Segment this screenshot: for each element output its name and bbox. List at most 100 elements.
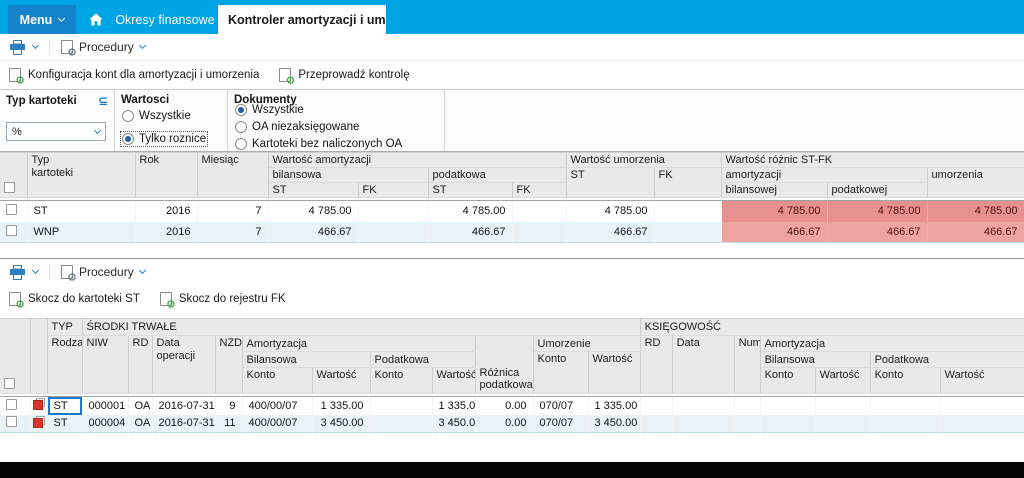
row-checkbox[interactable] <box>6 225 17 236</box>
cell-niw[interactable]: 000004 <box>82 415 128 433</box>
cell-amort-bil-fk[interactable] <box>358 201 428 222</box>
procedury-button[interactable]: Procedury <box>61 265 145 279</box>
radio-wartosci-wszystkie[interactable]: Wszystkie <box>122 110 191 122</box>
cell-amort-pod-st[interactable]: 466.67 <box>428 222 512 243</box>
cell-roznica-podatkowa[interactable]: 0.00 <box>475 397 533 415</box>
table-row[interactable]: WNP 2016 7 466.67 466.67 466.67 466.67 4… <box>0 222 1024 243</box>
cell-ks-ab-konto[interactable] <box>760 397 815 415</box>
procedures-icon <box>61 40 73 54</box>
cell-rd[interactable]: OA <box>128 397 152 415</box>
cell-umorz-fk[interactable] <box>654 222 721 243</box>
cell-amort-bil-fk[interactable] <box>358 222 428 243</box>
cell-ks-data[interactable] <box>672 415 734 433</box>
cell-rok[interactable]: 2016 <box>135 222 197 243</box>
cell-ks-data[interactable] <box>672 397 734 415</box>
cell-ks-ab-wartosc[interactable] <box>815 397 870 415</box>
cell-roznica-pod[interactable]: 466.67 <box>827 222 927 243</box>
cell-ks-rd[interactable] <box>640 397 672 415</box>
skocz-do-rejestru-fk-button[interactable]: Skocz do rejestru FK <box>160 292 286 306</box>
cell-niw[interactable]: 000001 <box>82 397 128 415</box>
cell-ks-ap-konto[interactable] <box>870 415 940 433</box>
cell-umorz-fk[interactable] <box>654 201 721 222</box>
cell-nzd[interactable]: 11 <box>215 415 242 433</box>
cell-roznica-pod[interactable]: 4 785.00 <box>827 201 927 222</box>
select-all-checkbox[interactable] <box>4 378 15 389</box>
cell-roznica-bil[interactable]: 466.67 <box>721 222 827 243</box>
cell-ab-wartosc[interactable]: 3 450.00 <box>312 415 370 433</box>
cell-rok[interactable]: 2016 <box>135 201 197 222</box>
cell-umorz-st[interactable]: 4 785.00 <box>566 201 654 222</box>
cell-nzd[interactable]: 9 <box>215 397 242 415</box>
cell-ks-ap-konto[interactable] <box>870 397 940 415</box>
tab-okresy-finansowe[interactable]: Okresy finansowe <box>112 5 218 34</box>
cell-ap-konto[interactable] <box>370 415 432 433</box>
cell-rd[interactable]: OA <box>128 415 152 433</box>
cell-ks-ab-wartosc[interactable] <box>815 415 870 433</box>
cell-typ[interactable]: ST <box>27 201 135 222</box>
cell-amort-pod-st[interactable]: 4 785.00 <box>428 201 512 222</box>
cell-amort-bil-st[interactable]: 466.67 <box>268 222 358 243</box>
cell-ks-rd[interactable] <box>640 415 672 433</box>
col-amort-pod-fk: FK <box>512 183 566 198</box>
cell-roznica-umorz[interactable]: 4 785.00 <box>927 201 1024 222</box>
row-checkbox[interactable] <box>6 204 17 215</box>
table-row[interactable]: ST 2016 7 4 785.00 4 785.00 4 785.00 4 7… <box>0 201 1024 222</box>
typ-kartoteki-select[interactable]: % <box>6 122 106 141</box>
cell-data-operacji[interactable]: 2016-07-31 <box>152 397 215 415</box>
chevron-down-icon[interactable] <box>32 42 39 49</box>
cell-data-operacji[interactable]: 2016-07-31 <box>152 415 215 433</box>
row-checkbox[interactable] <box>6 399 17 410</box>
cell-amort-pod-fk[interactable] <box>512 201 566 222</box>
cell-umorz-wartosc[interactable]: 1 335.00 <box>588 397 640 415</box>
cell-miesiac[interactable]: 7 <box>197 222 268 243</box>
menu-button[interactable]: Menu <box>8 5 76 34</box>
cell-roznica-bil[interactable]: 4 785.00 <box>721 201 827 222</box>
tab-kontroler-amortyzacji[interactable]: Kontroler amortyzacji i umo <box>218 5 386 34</box>
radio-wartosci-tylko-roznice[interactable]: Tylko roznice <box>122 133 206 145</box>
subset-operator-icon[interactable]: ⊆ <box>98 94 108 108</box>
cell-ks-ap-wartosc[interactable] <box>940 415 1024 433</box>
skocz-do-kartoteki-st-button[interactable]: Skocz do kartoteki ST <box>9 292 140 306</box>
cell-umorz-st[interactable]: 466.67 <box>566 222 654 243</box>
col-umorzenie-st: ST <box>566 168 654 198</box>
radio-label: Wszystkie <box>252 104 304 116</box>
cell-ap-wartosc[interactable]: 1 335.00 <box>432 397 475 415</box>
cell-ks-numer[interactable] <box>734 397 760 415</box>
cell-typ[interactable]: WNP <box>27 222 135 243</box>
cell-ab-konto[interactable]: 400/00/07 <box>242 415 312 433</box>
cell-ks-numer[interactable] <box>734 415 760 433</box>
cell-ap-wartosc[interactable]: 3 450.00 <box>432 415 475 433</box>
cell-umorz-wartosc[interactable]: 3 450.00 <box>588 415 640 433</box>
radio-dokumenty-wszystkie[interactable]: Wszystkie <box>235 104 304 116</box>
radio-dokumenty-kartoteki-bez-oa[interactable]: Kartoteki bez naliczonych OA <box>235 138 402 150</box>
table-row[interactable]: ST 000004 OA 2016-07-31 11 400/00/07 3 4… <box>0 415 1024 433</box>
cell-roznica-umorz[interactable]: 466.67 <box>927 222 1024 243</box>
procedury-button[interactable]: Procedury <box>61 40 145 54</box>
cell-ks-ap-wartosc[interactable] <box>940 397 1024 415</box>
cell-amort-bil-st[interactable]: 4 785.00 <box>268 201 358 222</box>
konfiguracja-kont-button[interactable]: Konfiguracja kont dla amortyzacji i umor… <box>9 68 259 82</box>
print-button[interactable] <box>9 40 26 55</box>
cell-rodzaj-selected[interactable]: ST <box>47 397 82 415</box>
chevron-down-icon[interactable] <box>32 267 39 274</box>
cell-umorz-konto[interactable]: 070/07 <box>533 415 588 433</box>
cell-ab-konto[interactable]: 400/00/07 <box>242 397 312 415</box>
col-ks-numer: Numer <box>734 336 760 394</box>
cell-roznica-podatkowa[interactable]: 0.00 <box>475 415 533 433</box>
row-checkbox[interactable] <box>6 416 17 427</box>
cell-ks-ab-konto[interactable] <box>760 415 815 433</box>
cell-miesiac[interactable]: 7 <box>197 201 268 222</box>
table-row[interactable]: ST 000001 OA 2016-07-31 9 400/00/07 1 33… <box>0 397 1024 415</box>
cell-umorz-konto[interactable]: 070/07 <box>533 397 588 415</box>
select-all-checkbox[interactable] <box>4 182 15 193</box>
cell-rodzaj[interactable]: ST <box>47 415 82 433</box>
summary-table: Typ kartoteki Rok Miesiąc Wartość amorty… <box>0 152 1024 243</box>
radio-dokumenty-oa-niezaksiegowane[interactable]: OA niezaksięgowane <box>235 121 359 133</box>
print-button[interactable] <box>9 265 26 280</box>
cell-amort-pod-fk[interactable] <box>512 222 566 243</box>
skocz-do-kartoteki-st-label: Skocz do kartoteki ST <box>28 293 140 305</box>
przeprowadz-kontrole-button[interactable]: Przeprowadź kontrolę <box>279 68 409 82</box>
cell-ab-wartosc[interactable]: 1 335.00 <box>312 397 370 415</box>
cell-ap-konto[interactable] <box>370 397 432 415</box>
home-tab[interactable] <box>82 5 110 34</box>
